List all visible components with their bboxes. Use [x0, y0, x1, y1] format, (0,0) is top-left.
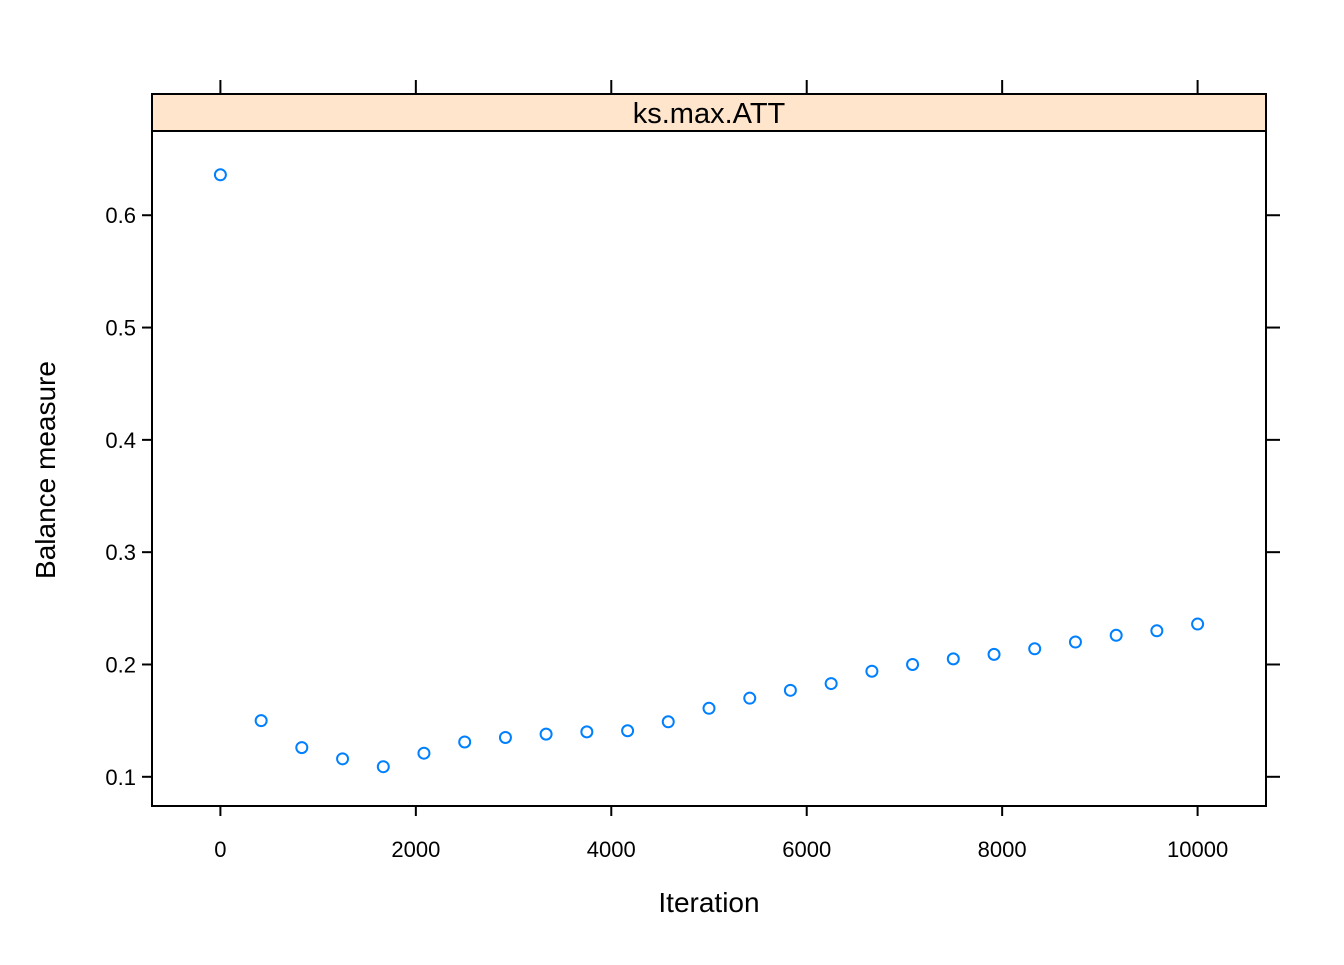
- data-point: [1109, 628, 1123, 642]
- plot-panel: [151, 93, 1267, 807]
- data-point: [946, 652, 960, 666]
- data-point: [661, 715, 675, 729]
- data-point: [1068, 635, 1082, 649]
- x-tick-label: 6000: [782, 837, 831, 862]
- data-point: [580, 725, 594, 739]
- x-axis-title: Iteration: [658, 887, 759, 918]
- data-points: [213, 168, 1205, 774]
- data-point: [417, 746, 431, 760]
- data-point: [254, 714, 268, 728]
- x-tick-label: 0: [214, 837, 226, 862]
- y-tick-label: 0.1: [105, 765, 136, 790]
- data-point: [906, 657, 920, 671]
- strip-title: ks.max.ATT: [633, 98, 786, 130]
- data-point: [498, 730, 512, 744]
- x-tick-label: 2000: [391, 837, 440, 862]
- data-point: [621, 724, 635, 738]
- y-tick-label: 0.6: [105, 203, 136, 228]
- data-point: [743, 691, 757, 705]
- data-point: [987, 647, 1001, 661]
- x-tick-label: 10000: [1167, 837, 1228, 862]
- data-point: [458, 735, 472, 749]
- data-point: [213, 168, 227, 182]
- data-point: [376, 760, 390, 774]
- data-point: [1028, 642, 1042, 656]
- data-point: [295, 741, 309, 755]
- data-point: [865, 664, 879, 678]
- y-tick-label: 0.2: [105, 652, 136, 677]
- data-point: [824, 677, 838, 691]
- x-tick-label: 8000: [978, 837, 1027, 862]
- data-point: [539, 727, 553, 741]
- y-tick-label: 0.3: [105, 540, 136, 565]
- data-point: [702, 701, 716, 715]
- strip-background: [151, 93, 1267, 132]
- y-tick-label: 0.5: [105, 316, 136, 341]
- data-point: [1150, 624, 1164, 638]
- y-tick-label: 0.4: [105, 428, 136, 453]
- x-tick-label: 4000: [587, 837, 636, 862]
- y-axis: 0.1 0.2 0.3 0.4 0.5 0.6: [105, 203, 1280, 790]
- data-point: [783, 683, 797, 697]
- data-point: [1191, 617, 1205, 631]
- data-point: [336, 752, 350, 766]
- y-axis-title: Balance measure: [30, 361, 61, 579]
- x-axis: 0 2000 4000 6000 8000 10000: [214, 80, 1228, 862]
